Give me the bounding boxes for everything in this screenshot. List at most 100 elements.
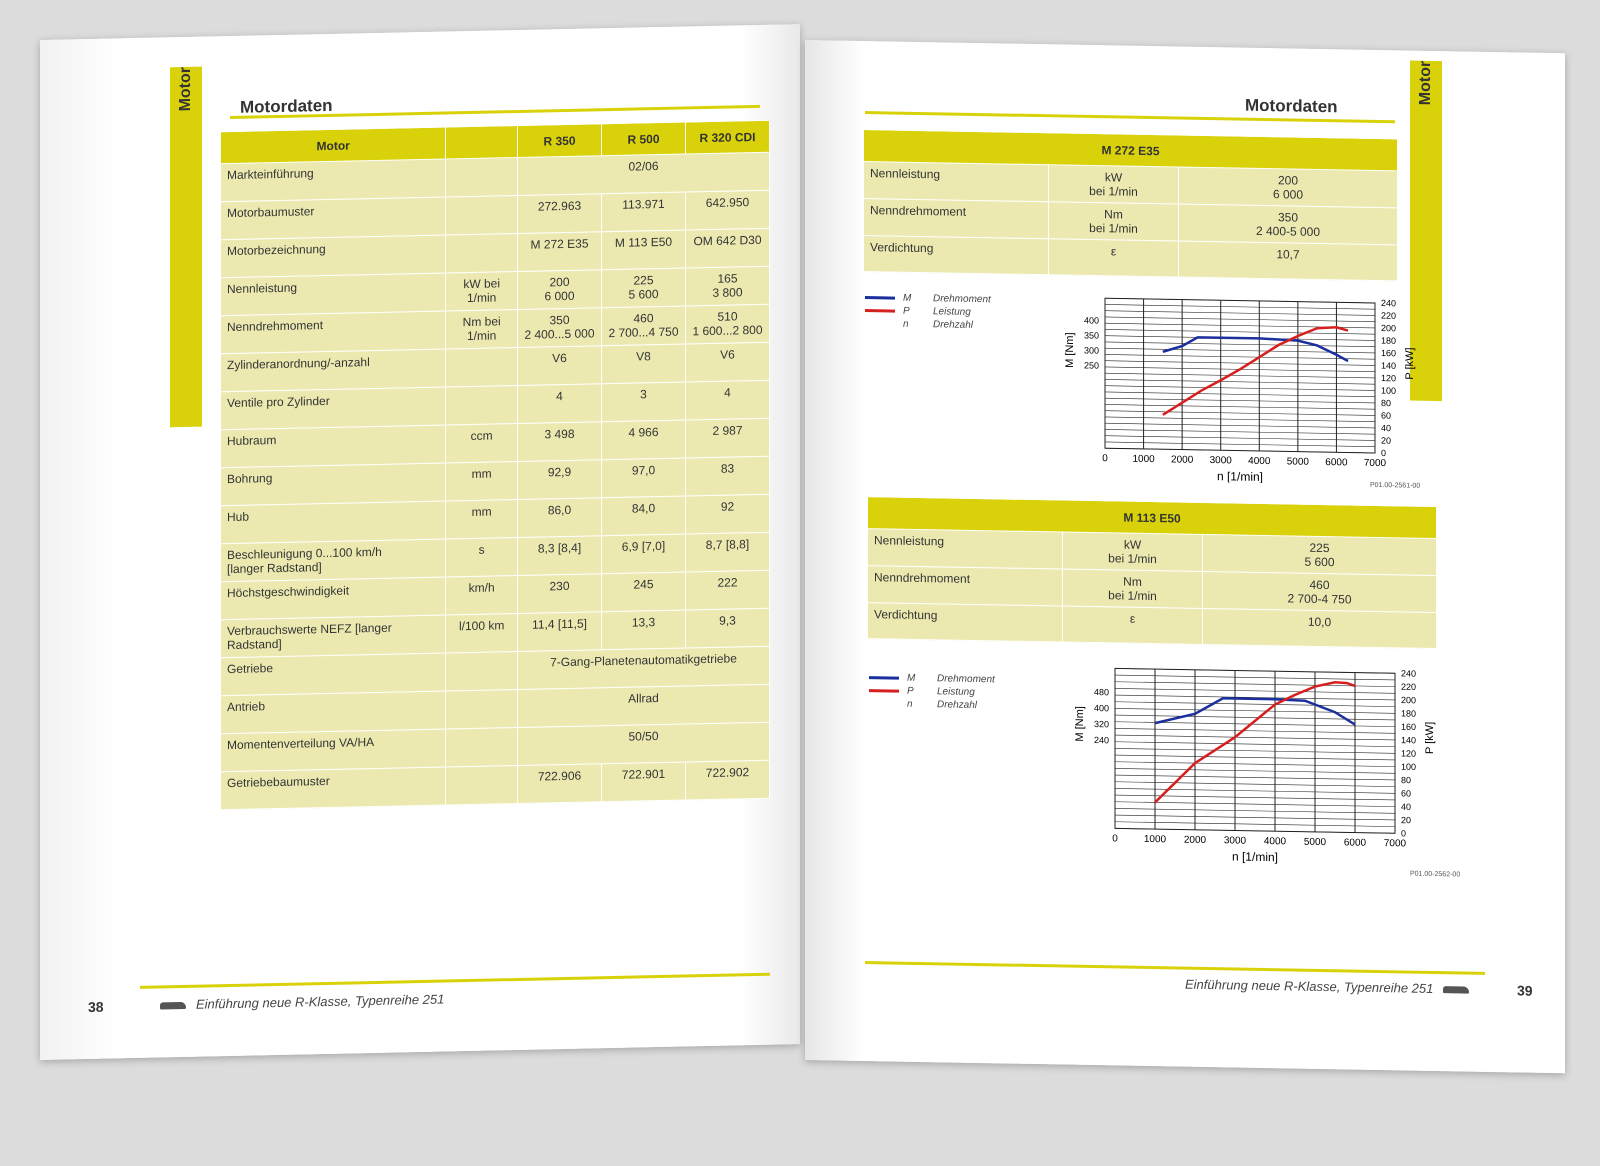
grid-line [1105, 397, 1375, 404]
legend-swatch [869, 689, 899, 693]
table-cell: Motorbaumuster [220, 196, 446, 240]
figure-code: P01.00-2562-00 [1410, 870, 1461, 879]
table-cell [445, 651, 518, 691]
y-right-tick-label: 100 [1401, 762, 1416, 772]
y-left-axis-label: M [Nm] [1074, 706, 1086, 742]
series-line-torque [1162, 336, 1349, 363]
grid-line [1105, 447, 1375, 454]
table-cell: 11,4 [11,5] [517, 611, 602, 652]
table-cell: ccm [445, 423, 518, 463]
table-cell: 83 [685, 456, 770, 496]
legend-label: Drehzahl [933, 319, 974, 331]
grid-line [1105, 435, 1375, 441]
grid-line [1105, 379, 1375, 385]
x-tick-label: 1000 [1132, 454, 1155, 465]
footer-text: Einführung neue R-Klasse, Typenreihe 251 [1185, 977, 1479, 997]
y-right-tick-label: 60 [1381, 411, 1391, 421]
grid-line [1105, 385, 1375, 391]
legend-swatch [869, 702, 899, 706]
y-left-tick-label: 300 [1084, 345, 1099, 355]
grid-line [1115, 688, 1395, 694]
table-cell: 222 [685, 570, 770, 610]
table-header-cell [445, 125, 518, 159]
legend-key: P [907, 685, 914, 697]
table-cell: l/100 km [445, 613, 518, 653]
legend-2: M Drehmoment P Leistung n Drehzahl [869, 671, 995, 712]
engine-table-m272: M 272 E35 Nennleistung kW bei 1/min 200 … [863, 129, 1398, 281]
grid-line [1105, 391, 1375, 397]
table-header-cell: R 500 [601, 121, 686, 156]
row-label: Nenndrehmoment [867, 565, 1063, 606]
table-cell [445, 727, 518, 767]
footer-label: Einführung neue R-Klasse, Typenreihe 251 [1185, 976, 1434, 996]
grid-line [1115, 674, 1395, 681]
engine-spec-table: Motor R 350 R 500 R 320 CDI Markteinführ… [220, 120, 770, 811]
legend-key: n [907, 698, 913, 710]
legend-key: M [907, 672, 916, 684]
y-right-tick-label: 160 [1401, 722, 1416, 732]
table-cell: Hubraum [220, 424, 446, 468]
x-tick-label: 2000 [1184, 835, 1207, 846]
series-line-power [1154, 680, 1356, 804]
table-cell: 9,3 [685, 608, 770, 648]
legend-item: n Drehzahl [865, 317, 991, 332]
table-cell: 272.963 [517, 193, 602, 234]
table-cell: 460 2 700...4 750 [601, 305, 686, 346]
table-cell: 92 [685, 494, 770, 534]
grid-line [1115, 788, 1395, 794]
x-tick-label: 3000 [1210, 455, 1233, 466]
grid-line [1115, 681, 1395, 687]
grid-line [1105, 354, 1375, 360]
table-cell: Beschleunigung 0...100 km/h [langer Rads… [220, 538, 446, 582]
grid-line [1115, 694, 1395, 701]
table-header-cell: R 350 [517, 123, 602, 158]
table-cell: 722.902 [685, 760, 770, 800]
table-cell: Getriebebaumuster [220, 766, 446, 810]
y-left-axis-label: M [Nm] [1064, 332, 1076, 368]
y-right-tick-label: 120 [1381, 373, 1396, 383]
table-cell: 642.950 [685, 190, 770, 230]
y-right-tick-label: 140 [1401, 735, 1416, 745]
table-cell: Momentenverteilung VA/HA [220, 728, 446, 772]
y-left-tick-label: 400 [1084, 315, 1099, 325]
x-tick-label: 7000 [1384, 838, 1407, 849]
y-right-tick-label: 200 [1401, 695, 1416, 705]
table-cell: 225 5 600 [601, 267, 686, 308]
table-cell: km/h [445, 575, 518, 615]
legend-swatch [865, 309, 895, 313]
table-cell: Markteinführung [220, 158, 446, 202]
table-cell: 8,3 [8,4] [517, 535, 602, 576]
table-cell: 02/06 [517, 152, 770, 196]
engine-chart-m113: 0 1000 2000 3000 4000 5000 6000 700002040608010… [1074, 667, 1436, 864]
x-tick-label: 2000 [1171, 454, 1194, 465]
row-unit: ε [1062, 605, 1203, 645]
y-right-tick-label: 160 [1381, 348, 1396, 358]
y-right-tick-label: 40 [1381, 423, 1391, 433]
table-cell: Zylinderanordnung/-anzahl [220, 348, 446, 392]
row-unit: ε [1048, 238, 1179, 278]
grid-line [1115, 761, 1395, 767]
x-tick-label: 6000 [1325, 457, 1348, 468]
car-icon [1443, 986, 1470, 994]
grid-line [1115, 741, 1395, 747]
row-unit: kW bei 1/min [1048, 164, 1179, 205]
car-icon [160, 1002, 186, 1010]
series-line-power [1162, 326, 1349, 416]
row-unit: Nm bei 1/min [1062, 568, 1203, 609]
table-cell: s [445, 537, 518, 577]
table-cell: Ventile pro Zylinder [220, 386, 446, 430]
engine-chart-m272: 0 1000 2000 3000 4000 5000 6000 700002040608010… [1064, 297, 1416, 484]
y-right-tick-label: 0 [1401, 828, 1406, 838]
grid-line [1105, 329, 1375, 335]
y-right-axis-label: P [kW] [1424, 722, 1436, 754]
table-cell: 8,7 [8,8] [685, 532, 770, 572]
footer-text: Einführung neue R-Klasse, Typenreihe 251 [160, 992, 444, 1013]
grid-line [1115, 768, 1395, 774]
grid-line [1115, 701, 1395, 707]
grid-line [1115, 828, 1395, 834]
table-cell: V8 [601, 343, 686, 384]
x-tick-label: 0 [1102, 453, 1108, 464]
y-right-tick-label: 20 [1381, 436, 1391, 446]
page-number: 39 [1517, 982, 1533, 999]
table-cell [445, 689, 518, 729]
